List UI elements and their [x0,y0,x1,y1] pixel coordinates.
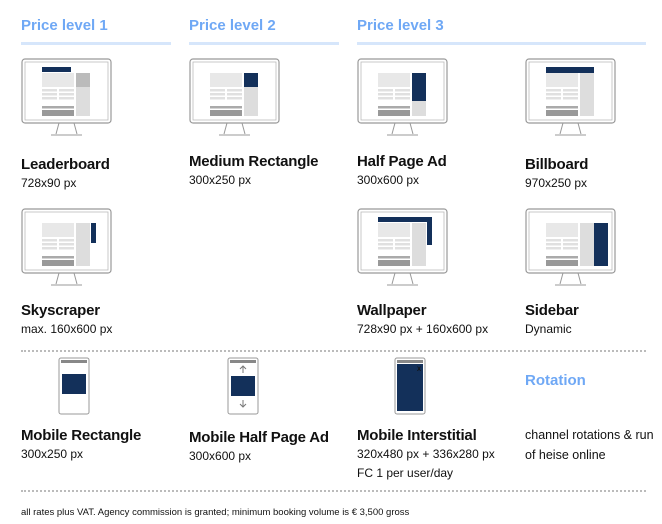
format-name: Wallpaper [357,302,427,319]
divider [21,42,171,45]
ad-format-medium-rectangle: Medium Rectangle 300x250 px [189,58,349,187]
ad-format-wallpaper: Wallpaper 728x90 px + 160x600 px [357,208,517,336]
price-level-3-heading: Price level 3 [357,17,444,34]
ad-format-sidebar: Sidebar Dynamic [525,208,662,336]
phone-half-page-icon [227,357,359,415]
format-name: Sidebar [525,302,579,319]
ad-format-leaderboard: Leaderboard 728x90 px [21,58,181,190]
mobile-format-interstitial: X Mobile Interstitial 320x480 px + 336x28… [357,357,527,480]
format-size: max. 160x600 px [21,322,113,336]
format-name: Mobile Interstitial [357,427,477,444]
format-name: Billboard [525,156,589,173]
divider [21,350,646,352]
rotation-text: channel rotations & run of heise online [525,428,654,462]
monitor-wallpaper-icon [357,208,517,290]
format-detail: 300x250 px [21,447,84,461]
ad-format-skyscraper: Skyscraper max. 160x600 px [21,208,181,336]
format-name: Mobile Half Page Ad [189,429,329,446]
format-name: Leaderboard [21,156,110,173]
format-detail: 300x600 px [189,449,252,463]
ad-format-half-page: Half Page Ad 300x600 px [357,58,517,187]
rotation-heading: Rotation [525,372,586,389]
format-size: 300x600 px [357,173,420,187]
mobile-format-half-page: Mobile Half Page Ad 300x600 px [189,357,359,463]
ad-format-billboard: Billboard 970x250 px [525,58,662,190]
monitor-medium-rectangle-icon [189,58,349,140]
monitor-leaderboard-icon [21,58,181,140]
monitor-skyscraper-icon [21,208,181,290]
format-size: Dynamic [525,322,572,336]
phone-interstitial-icon: X [394,357,527,415]
divider [357,42,646,45]
format-name: Medium Rectangle [189,153,319,170]
divider [189,42,339,45]
price-level-1-heading: Price level 1 [21,17,108,34]
format-detail: 320x480 px + 336x280 px [357,447,495,461]
price-level-2-heading: Price level 2 [189,17,276,34]
footer-note: all rates plus VAT. Agency commission is… [21,507,410,518]
monitor-sidebar-icon [525,208,662,290]
format-name: Mobile Rectangle [21,427,142,444]
svg-text:X: X [417,367,421,373]
divider [21,490,646,492]
format-size: 728x90 px [21,176,77,190]
monitor-billboard-icon [525,58,662,140]
format-size: 728x90 px + 160x600 px [357,322,489,336]
format-size: 300x250 px [189,173,252,187]
format-size: 970x250 px [525,176,588,190]
phone-rectangle-icon [58,357,191,415]
mobile-format-rectangle: Mobile Rectangle 300x250 px [21,357,191,461]
format-name: Skyscraper [21,302,100,319]
format-name: Half Page Ad [357,153,447,170]
monitor-half-page-icon [357,58,517,140]
format-detail: FC 1 per user/day [357,466,454,480]
